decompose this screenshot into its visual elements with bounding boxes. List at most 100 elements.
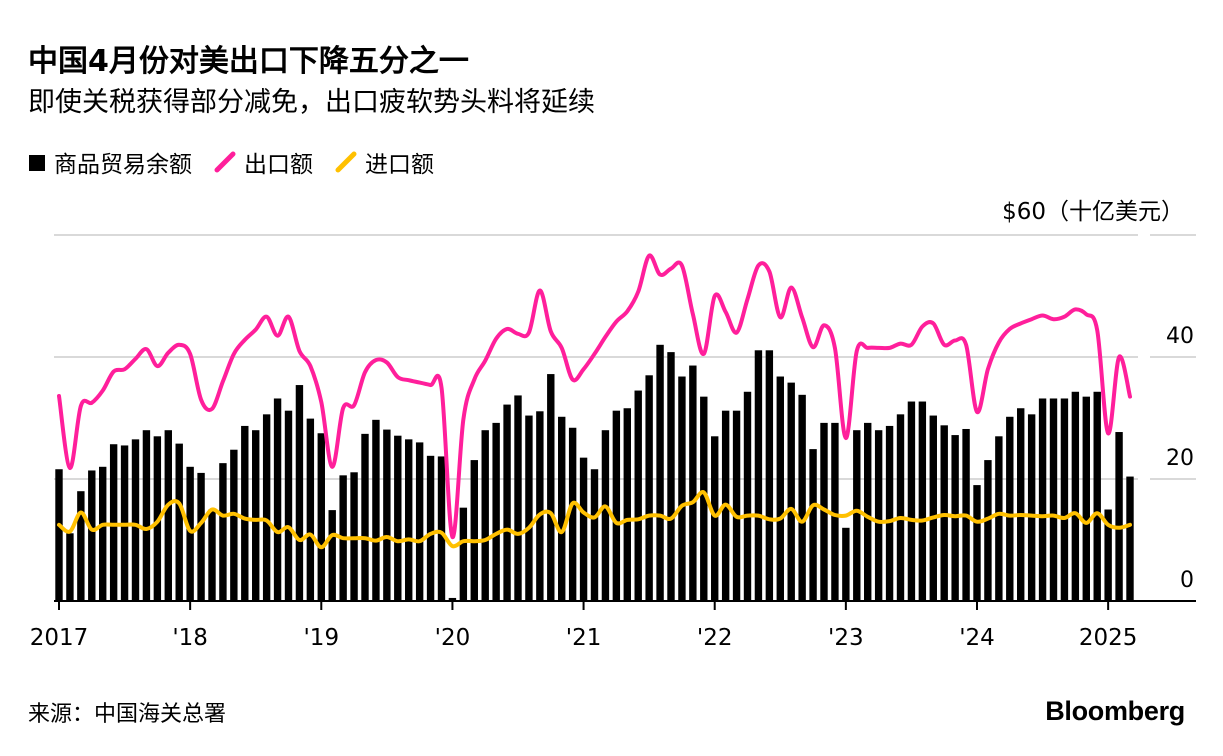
bar-trade-balance	[394, 435, 402, 601]
x-tick-label: '23	[828, 625, 864, 651]
bar-trade-balance	[77, 491, 85, 601]
bar-trade-balance	[1027, 414, 1036, 601]
bar-trade-balance	[558, 416, 566, 601]
bar-trade-balance	[601, 430, 610, 601]
bar-trade-balance	[492, 422, 500, 601]
bar-trade-balance	[831, 422, 839, 601]
bar-trade-balance	[984, 460, 992, 601]
line-exports	[57, 253, 1132, 540]
bar-trade-balance	[372, 419, 380, 601]
bar-trade-balance	[568, 427, 577, 601]
bar-trade-balance	[1082, 396, 1090, 601]
bar-trade-balance	[853, 430, 861, 601]
bar-trade-balance	[1115, 432, 1123, 601]
bar-trade-balance	[907, 401, 916, 601]
bar-trade-balance	[798, 394, 806, 601]
bar-trade-balance	[1126, 476, 1134, 601]
legend-item-imports: 进口额	[335, 145, 434, 179]
source-note: 来源：中国海关总署	[28, 702, 227, 727]
x-tick-label: 2025	[1079, 625, 1138, 651]
bar-trade-balance	[273, 398, 282, 601]
bar-trade-balance	[864, 422, 872, 601]
bar-trade-balance	[55, 469, 63, 601]
bar-trade-balance	[252, 430, 260, 601]
bar-trade-balance	[208, 509, 216, 601]
bar-trade-balance	[241, 425, 249, 601]
bar-trade-balance	[525, 415, 533, 601]
bar-trade-balance	[361, 433, 369, 601]
bar-trade-balance	[995, 436, 1003, 601]
bar-trade-balance	[262, 414, 271, 601]
x-tick-label: 2017	[30, 625, 89, 651]
bar-trade-balance	[612, 410, 621, 601]
bar-trade-balance	[142, 430, 151, 601]
bar-trade-balance	[547, 374, 555, 601]
chart-subtitle: 即使关税获得部分减免，出口疲软势头料将延续	[28, 87, 595, 118]
bar-trade-balance	[415, 442, 424, 601]
bar-trade-balance	[1017, 408, 1025, 601]
bar-trade-balance	[1093, 391, 1101, 601]
bar-trade-balance	[678, 376, 686, 601]
y-tick-label: 20	[1166, 446, 1194, 471]
legend-label-balance: 商品贸易余额	[54, 152, 192, 178]
bar-trade-balance	[743, 391, 752, 601]
y-tick-label: 0	[1180, 568, 1194, 593]
bar-trade-balance	[765, 350, 774, 601]
bar-trade-balance	[645, 375, 653, 601]
bar-trade-balance	[503, 404, 511, 601]
bar-trade-balance	[1006, 416, 1014, 601]
bar-trade-balance	[131, 439, 140, 601]
bar-trade-balance	[590, 469, 599, 601]
bar-trade-balance	[383, 429, 391, 601]
bar-trade-balance	[623, 408, 631, 601]
bar-trade-balance	[776, 376, 784, 601]
chart-title: 中国4月份对美出口下降五分之一	[28, 44, 469, 79]
legend-label-imports: 进口额	[365, 152, 434, 178]
bar-trade-balance	[219, 463, 227, 601]
bar-trade-balance	[284, 410, 293, 601]
x-tick-label: '24	[959, 625, 995, 651]
bar-trade-balance	[317, 433, 325, 601]
bar-trade-balance	[754, 350, 763, 601]
bar-trade-balance	[230, 449, 238, 601]
bar-trade-balance	[896, 414, 905, 601]
legend-label-exports: 出口额	[244, 152, 313, 178]
bar-trade-balance	[459, 507, 468, 601]
x-tick-label: '18	[172, 625, 208, 651]
bar-trade-balance	[295, 385, 304, 601]
bar-trade-balance	[536, 411, 544, 601]
bar-trade-balance	[405, 439, 413, 601]
bar-trade-balance	[1071, 391, 1080, 601]
legend-line-icon	[335, 151, 357, 173]
x-tick-label: '19	[303, 625, 339, 651]
bar-trade-balance	[885, 425, 894, 601]
bar-trade-balance	[809, 449, 817, 601]
bar-trade-balance	[656, 344, 664, 601]
legend: 商品贸易余额 出口额 进口额	[28, 146, 456, 178]
bar-trade-balance	[437, 456, 446, 601]
bar-trade-balance	[929, 415, 937, 601]
bar-trade-balance	[820, 422, 828, 601]
bar-trade-balance	[109, 444, 118, 601]
bar-trade-balance	[164, 430, 172, 601]
bar-trade-balance	[328, 510, 336, 601]
bar-trade-balance	[711, 436, 719, 601]
bar-trade-balance	[842, 527, 850, 601]
bar-trade-balance	[787, 382, 795, 601]
bar-trade-balance	[874, 430, 883, 601]
x-tick-label: '20	[435, 625, 471, 651]
bar-trade-balance	[426, 455, 435, 601]
bar-trade-balance	[514, 395, 522, 601]
bar-trade-balance	[175, 443, 183, 601]
bar-trade-balance	[634, 390, 642, 601]
bar-trade-balance	[470, 460, 478, 601]
bar-trade-balance	[88, 470, 96, 601]
bar-trade-balance	[186, 466, 194, 601]
y-tick-label: 40	[1166, 324, 1194, 349]
bar-trade-balance	[667, 352, 675, 601]
bar-trade-balance	[197, 472, 205, 601]
bar-trade-balance	[700, 396, 708, 601]
bar-trade-balance	[481, 430, 489, 601]
x-tick-label: '22	[697, 625, 733, 651]
